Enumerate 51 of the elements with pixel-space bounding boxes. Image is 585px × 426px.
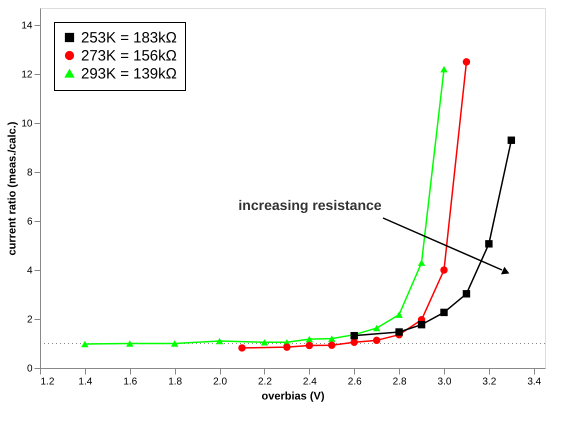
x-tick-label: 3.2 (482, 376, 497, 388)
point (440, 308, 448, 316)
x-tick-label: 1.8 (168, 376, 183, 388)
point (216, 338, 224, 344)
x-tick-label: 2.0 (213, 376, 228, 388)
point (283, 343, 291, 351)
point (328, 342, 336, 349)
y-tick-label: 10 (21, 118, 33, 130)
point (81, 340, 89, 348)
x-tick-label: 2.2 (258, 376, 272, 388)
point (170, 340, 178, 347)
x-tick-label: 3.0 (438, 376, 452, 388)
point (328, 335, 336, 342)
y-tick-label: 2 (26, 314, 33, 326)
point (462, 290, 470, 298)
point (508, 136, 516, 144)
y-tick-label: 6 (26, 216, 33, 228)
point (306, 336, 314, 342)
y-tick-label: 8 (26, 168, 33, 179)
x-tick-label: 2.8 (392, 376, 407, 388)
y-axis-title: current ratio (meas./calc.) (6, 121, 18, 256)
point (418, 320, 426, 328)
legend-label: 293K = 139kΩ (81, 66, 177, 82)
point (260, 339, 268, 346)
point (238, 344, 246, 352)
legend-label: 253K = 183kΩ (81, 30, 177, 46)
point (372, 336, 380, 344)
point (395, 311, 403, 318)
x-tick-label: 3.4 (527, 376, 542, 388)
legend-label: 273K = 156kΩ (81, 48, 177, 64)
point (440, 66, 448, 72)
x-axis-title: overbias (V) (262, 390, 325, 402)
point (395, 328, 403, 336)
y-tick-label: 14 (21, 20, 33, 32)
point (126, 340, 134, 347)
x-tick-label: 1.2 (40, 376, 55, 388)
x-tick-label: 2.6 (348, 376, 362, 388)
y-tick-label: 4 (26, 266, 33, 277)
point (485, 240, 493, 248)
point (350, 338, 358, 346)
x-tick-label: 1.6 (123, 376, 138, 388)
point (306, 342, 314, 350)
annotation: increasing resistance (238, 197, 382, 213)
point (372, 324, 380, 332)
point (462, 58, 470, 66)
point (440, 266, 448, 274)
y-tick-label: 12 (21, 70, 33, 81)
point (418, 259, 426, 266)
x-tick-label: 1.4 (78, 376, 93, 388)
y-tick-label: 0 (26, 364, 33, 374)
x-tick-label: 2.4 (302, 376, 318, 388)
